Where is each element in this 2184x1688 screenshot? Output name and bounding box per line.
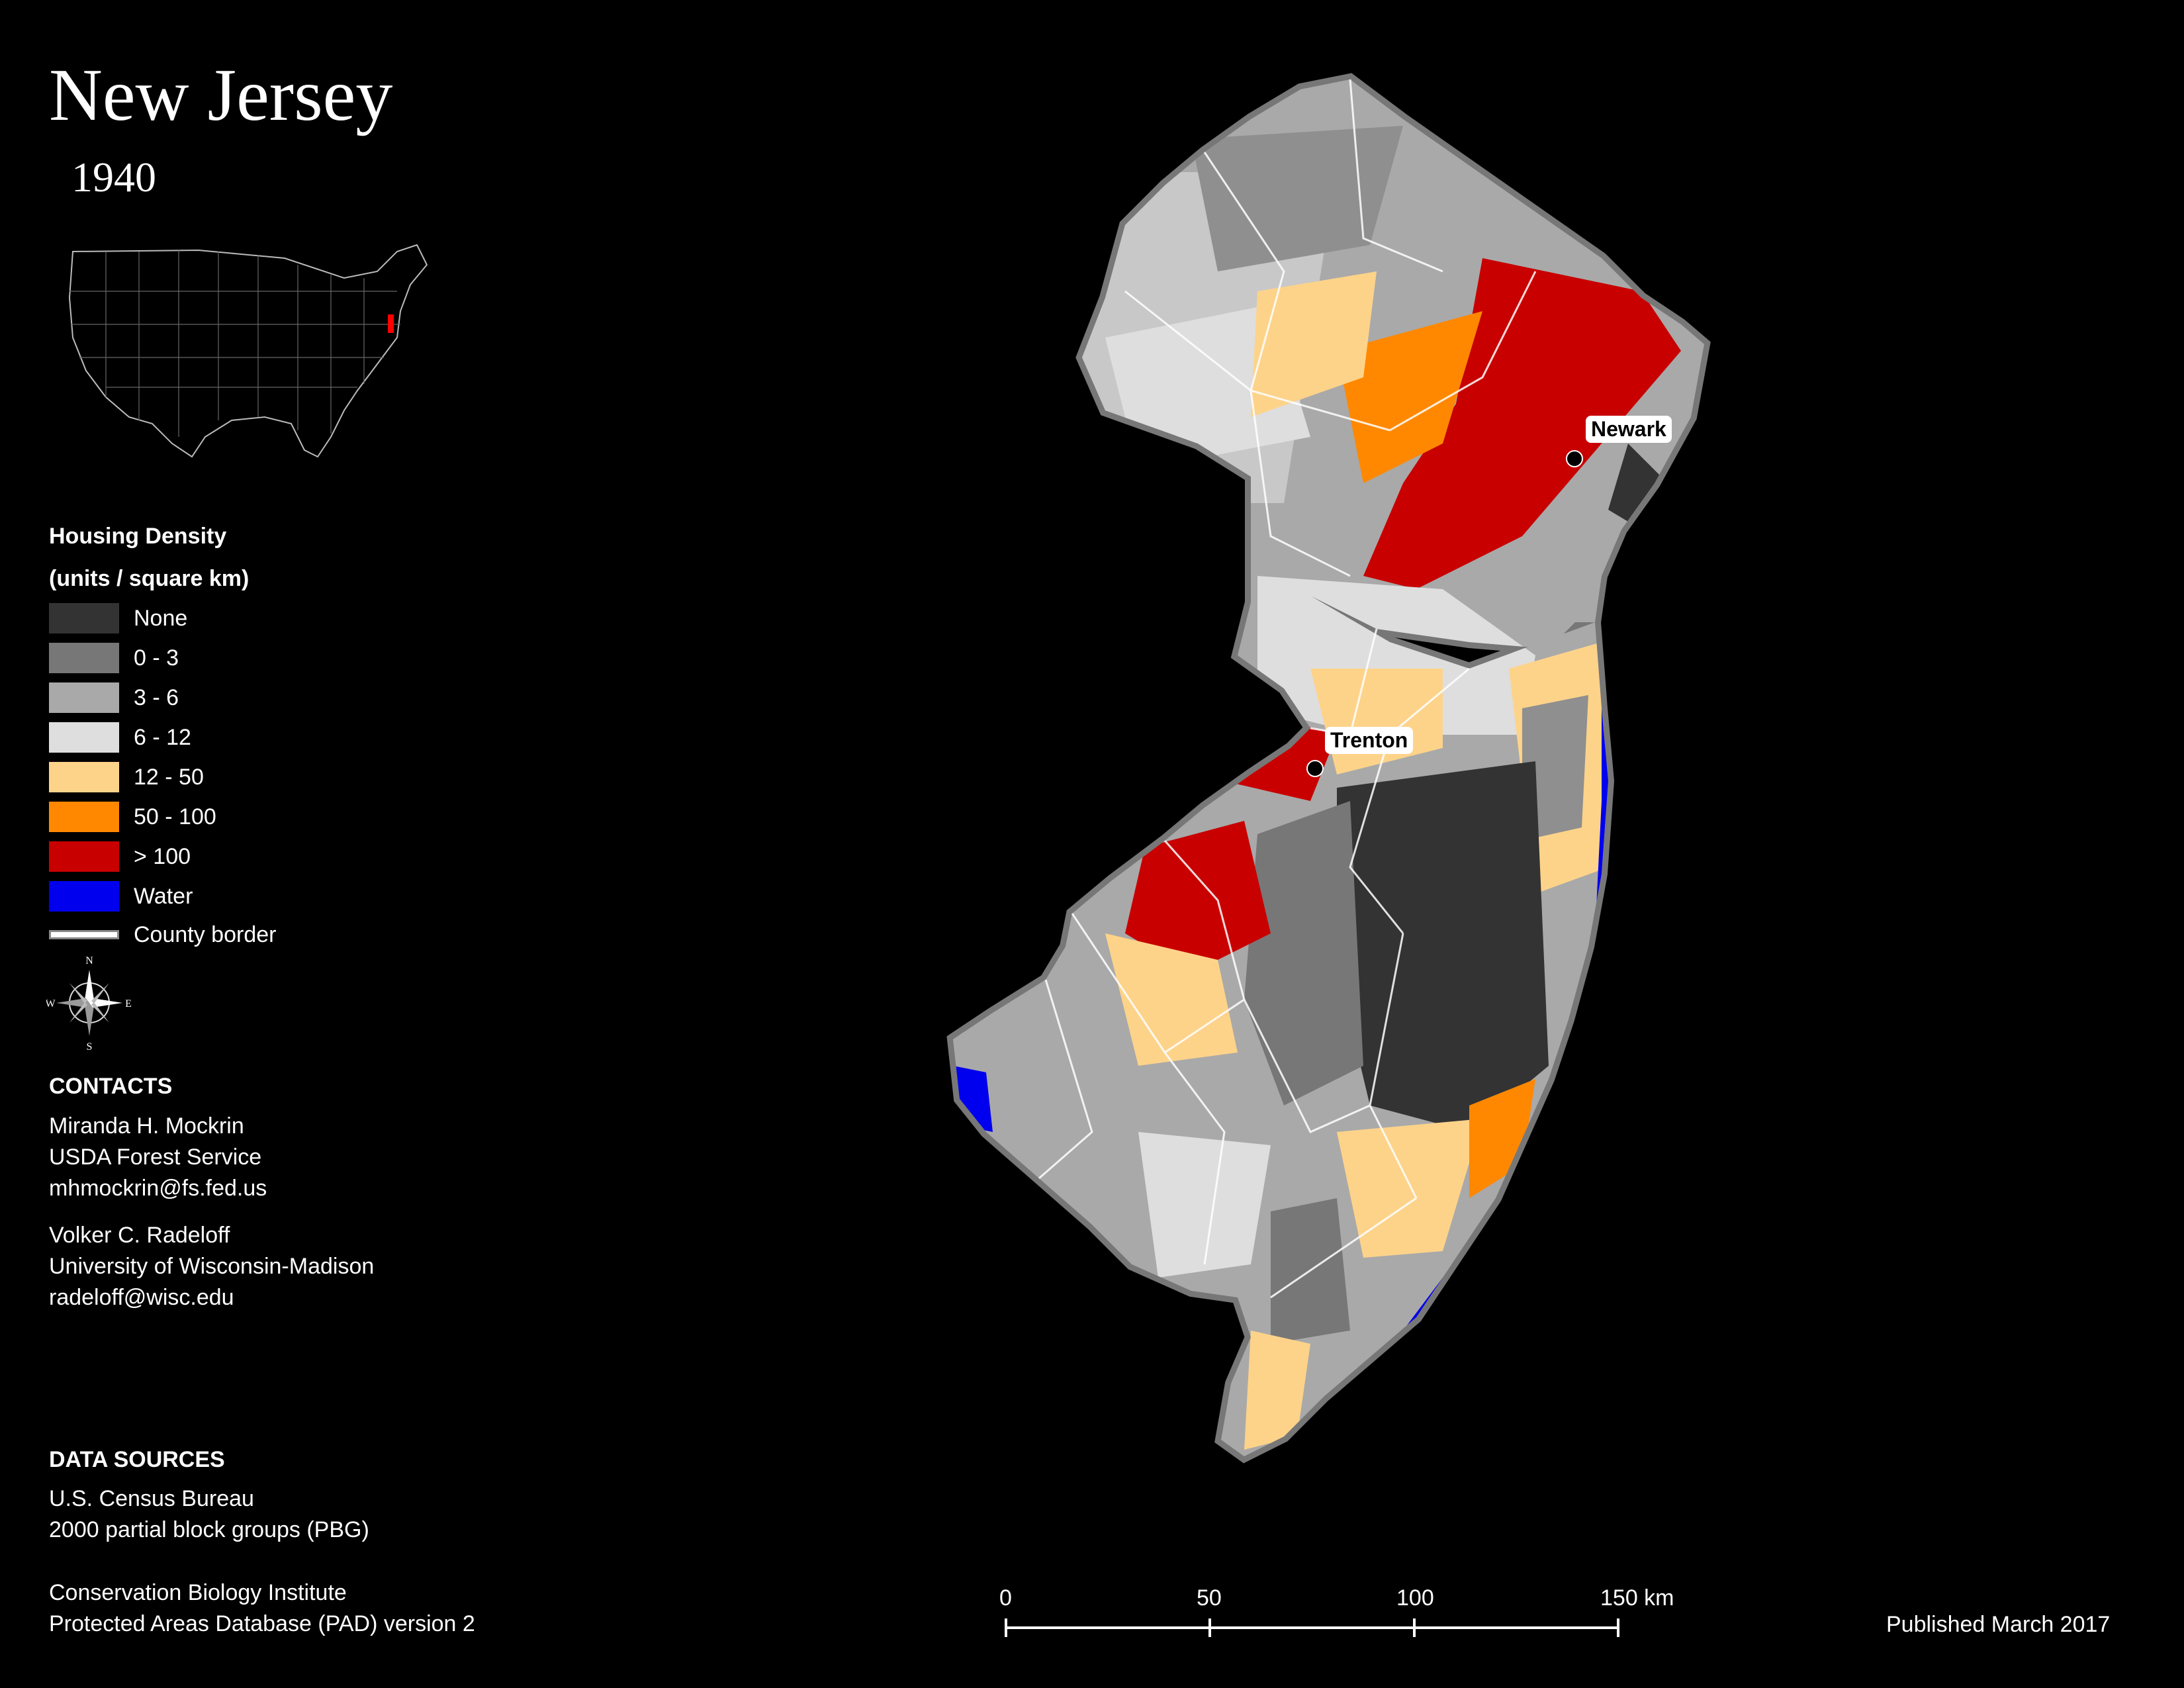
legend-item-county-border: County border bbox=[49, 919, 276, 951]
legend-label: 12 - 50 bbox=[134, 764, 204, 790]
data-source-line: Protected Areas Database (PAD) version 2 bbox=[49, 1611, 475, 1636]
scale-label-150: 150 km bbox=[1600, 1585, 1674, 1611]
us-locator-map bbox=[68, 244, 428, 458]
legend-swatch bbox=[49, 881, 119, 912]
legend-swatch bbox=[49, 643, 119, 673]
county-borders bbox=[1038, 79, 1537, 1299]
data-source-cbi: Conservation Biology Institute Protected… bbox=[49, 1577, 475, 1640]
legend-label: 3 - 6 bbox=[134, 684, 179, 710]
scale-line bbox=[1005, 1618, 1619, 1637]
compass-e: E bbox=[125, 998, 132, 1009]
legend-label: > 100 bbox=[134, 843, 191, 869]
compass-n: N bbox=[85, 955, 93, 966]
contact-person-2: Volker C. Radeloff University of Wiscons… bbox=[49, 1220, 374, 1313]
legend-item-6-12: 6 - 12 bbox=[49, 722, 191, 753]
new-jersey-density-map bbox=[940, 73, 1734, 1549]
data-source-line: U.S. Census Bureau bbox=[49, 1486, 254, 1511]
scale-bar: 0 50 100 150 km bbox=[999, 1585, 1674, 1638]
legend-title: Housing Density (units / square km) bbox=[49, 515, 249, 600]
legend-title-line2: (units / square km) bbox=[49, 566, 250, 591]
scale-label-100: 100 bbox=[1396, 1585, 1434, 1611]
newark-label: Newark bbox=[1586, 416, 1672, 443]
compass-w: W bbox=[46, 998, 56, 1009]
legend-swatch bbox=[49, 682, 119, 713]
contact-email: mhmockrin@fs.fed.us bbox=[49, 1176, 267, 1201]
legend-swatch bbox=[49, 722, 119, 753]
legend-item-12-50: 12 - 50 bbox=[49, 761, 204, 793]
legend-item-3-6: 3 - 6 bbox=[49, 682, 179, 714]
legend-item-none: None bbox=[49, 602, 187, 634]
contacts-heading: CONTACTS bbox=[49, 1074, 173, 1099]
scale-label-50: 50 bbox=[1197, 1585, 1222, 1611]
contact-org: USDA Forest Service bbox=[49, 1145, 262, 1170]
legend-label: 0 - 3 bbox=[134, 645, 179, 671]
legend-swatch bbox=[49, 802, 119, 832]
newark-marker bbox=[1566, 450, 1583, 467]
legend-label: 50 - 100 bbox=[134, 804, 216, 829]
data-source-line: 2000 partial block groups (PBG) bbox=[49, 1517, 369, 1542]
data-source-census: U.S. Census Bureau 2000 partial block gr… bbox=[49, 1483, 369, 1546]
legend-label: None bbox=[134, 605, 188, 631]
compass-rose-icon: N S W E bbox=[46, 955, 132, 1053]
legend-swatch bbox=[49, 603, 119, 633]
trenton-label: Trenton bbox=[1325, 727, 1414, 754]
us-state-lines bbox=[69, 250, 400, 437]
legend-swatch bbox=[49, 762, 119, 792]
county-border-swatch bbox=[49, 930, 119, 939]
legend-swatch bbox=[49, 841, 119, 872]
scale-label-0: 0 bbox=[999, 1585, 1012, 1611]
legend-title-line1: Housing Density bbox=[49, 524, 227, 549]
trenton-marker bbox=[1306, 760, 1324, 777]
legend-item-over-100: > 100 bbox=[49, 841, 191, 872]
data-source-line: Conservation Biology Institute bbox=[49, 1580, 347, 1605]
map-title: New Jersey bbox=[49, 54, 393, 136]
contact-email: radeloff@wisc.edu bbox=[49, 1285, 234, 1310]
legend-label: County border bbox=[134, 921, 277, 947]
contact-person-1: Miranda H. Mockrin USDA Forest Service m… bbox=[49, 1111, 267, 1204]
legend-item-water: Water bbox=[49, 880, 193, 912]
compass-s: S bbox=[87, 1041, 93, 1053]
contact-name: Volker C. Radeloff bbox=[49, 1223, 230, 1248]
data-sources-heading: DATA SOURCES bbox=[49, 1447, 225, 1472]
map-year: 1940 bbox=[71, 154, 156, 201]
contact-org: University of Wisconsin-Madison bbox=[49, 1254, 375, 1279]
density-fill bbox=[953, 79, 1704, 1456]
legend-item-50-100: 50 - 100 bbox=[49, 801, 216, 833]
new-jersey-highlight bbox=[388, 314, 394, 333]
published-date: Published March 2017 bbox=[1886, 1612, 2111, 1637]
us-outline bbox=[68, 244, 428, 458]
legend-label: Water bbox=[134, 883, 193, 909]
contact-name: Miranda H. Mockrin bbox=[49, 1113, 244, 1139]
legend-label: 6 - 12 bbox=[134, 724, 191, 750]
legend-item-0-3: 0 - 3 bbox=[49, 642, 179, 674]
